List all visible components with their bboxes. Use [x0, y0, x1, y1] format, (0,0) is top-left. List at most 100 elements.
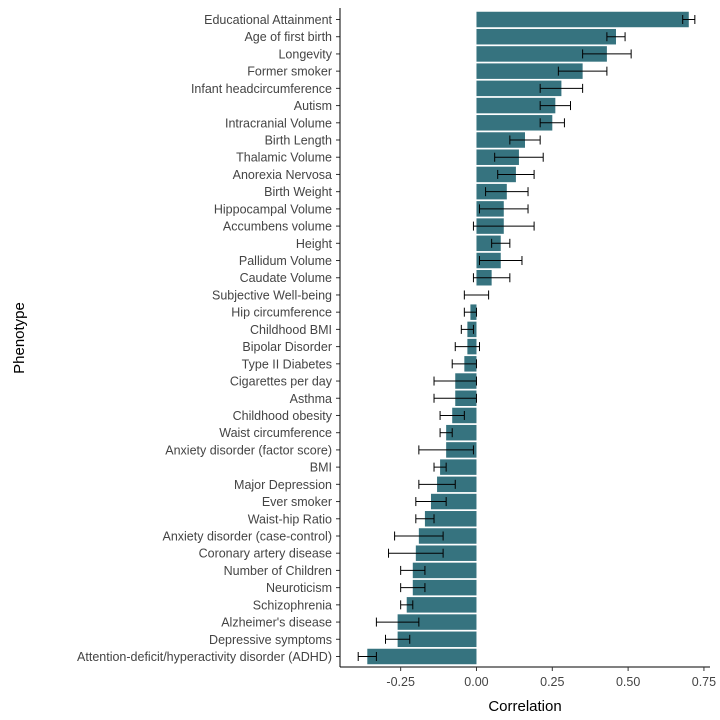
error-bar — [451, 359, 477, 369]
x-tick-label: 0.00 — [464, 675, 488, 689]
x-axis-title: Correlation — [488, 698, 561, 715]
y-tick-label: Ever smoker — [262, 495, 332, 509]
y-tick-label: Waist circumference — [219, 426, 332, 440]
axes-layer — [336, 8, 710, 671]
bar — [476, 132, 525, 148]
bar — [424, 511, 477, 527]
bar — [412, 562, 477, 579]
bar — [418, 528, 477, 544]
error-bar — [433, 393, 477, 403]
y-tick-label: Birth Weight — [264, 185, 332, 199]
bar — [397, 631, 477, 648]
y-tick-label: Anxiety disorder (case-control) — [162, 529, 332, 543]
y-axis-title: Phenotype — [11, 302, 28, 374]
x-tick-label: -0.25 — [386, 675, 415, 689]
x-tick-label: 0.50 — [616, 675, 640, 689]
y-tick-label: Type II Diabetes — [242, 357, 332, 371]
y-tick-label: Accumbens volume — [223, 220, 332, 234]
error-bar — [472, 273, 511, 283]
bar — [437, 476, 477, 493]
y-tick-label: Former smoker — [247, 65, 332, 79]
bar — [397, 614, 477, 630]
y-tick-label: BMI — [310, 461, 332, 475]
bar — [412, 579, 477, 596]
error-bar — [491, 238, 511, 248]
y-tick-label: Depressive symptoms — [209, 633, 332, 647]
error-bar — [509, 135, 541, 145]
y-tick-label: Coronary artery disease — [199, 547, 332, 561]
bar — [446, 424, 477, 441]
error-bar — [384, 634, 411, 644]
y-tick-label: Alzheimer's disease — [221, 616, 332, 630]
y-tick-label: Childhood obesity — [233, 409, 333, 423]
bars-layer — [367, 11, 689, 665]
error-bar — [494, 152, 544, 162]
error-bar — [682, 15, 696, 24]
error-bar — [400, 565, 426, 575]
labels-layer: Educational Attainment Age of first birth… — [77, 13, 716, 689]
y-tick-label: Autism — [294, 99, 332, 113]
error-bar — [433, 462, 447, 472]
error-bar — [400, 600, 414, 610]
bar — [476, 166, 516, 183]
error-bar — [433, 376, 477, 386]
y-tick-label: Hippocampal Volume — [214, 202, 332, 216]
bar — [367, 648, 477, 665]
error-bar — [582, 49, 632, 59]
error-bar — [539, 83, 584, 93]
y-tick-label: Attention-deficit/hyperactivity disorder… — [77, 650, 332, 664]
error-bars-layer — [357, 15, 696, 661]
bar — [476, 63, 583, 79]
y-tick-label: Caudate Volume — [240, 271, 332, 285]
error-bar — [357, 652, 377, 661]
error-bar — [539, 101, 571, 111]
bar — [476, 11, 689, 28]
bar — [406, 597, 477, 613]
error-bar — [479, 204, 529, 214]
bar — [415, 545, 477, 561]
y-tick-label: Educational Attainment — [204, 13, 332, 27]
error-bar — [415, 497, 447, 507]
x-tick-label: 0.25 — [540, 675, 564, 689]
y-tick-label: Schizophrenia — [253, 598, 332, 612]
error-bar — [394, 531, 444, 541]
error-bar — [557, 66, 608, 76]
y-tick-label: Anorexia Nervosa — [233, 168, 332, 182]
y-tick-label: Subjective Well-being — [212, 288, 332, 302]
error-bar — [439, 410, 465, 420]
error-bar — [415, 514, 435, 524]
error-bar — [463, 290, 490, 300]
error-bar — [418, 479, 456, 489]
y-tick-label: Neuroticism — [266, 581, 332, 595]
y-tick-label: Number of Children — [224, 564, 332, 578]
y-tick-label: Birth Length — [265, 134, 332, 148]
error-bar — [463, 307, 477, 317]
error-bar — [400, 583, 426, 593]
error-bar — [472, 221, 535, 231]
y-tick-label: Anxiety disorder (factor score) — [165, 443, 332, 457]
x-tick-label: 0.75 — [692, 675, 716, 689]
y-tick-label: Age of first birth — [244, 30, 332, 44]
error-bar — [606, 32, 626, 42]
y-tick-label: Thalamic Volume — [236, 151, 332, 165]
y-tick-label: Infant headcircumference — [191, 82, 332, 96]
bar — [430, 493, 477, 510]
bar — [440, 459, 477, 475]
bar — [476, 28, 616, 45]
y-tick-label: Height — [296, 237, 333, 251]
y-tick-label: Intracranial Volume — [225, 116, 332, 130]
bar — [476, 97, 556, 114]
error-bar — [497, 169, 535, 179]
y-tick-label: Hip circumference — [231, 306, 332, 320]
error-bar — [439, 428, 453, 438]
y-tick-label: Major Depression — [234, 478, 332, 492]
error-bar — [454, 342, 481, 352]
bar — [476, 115, 553, 131]
error-bar — [418, 445, 474, 455]
error-bar — [460, 324, 474, 334]
error-bar — [375, 617, 420, 627]
error-bar — [485, 187, 529, 197]
y-tick-label: Longevity — [278, 47, 332, 61]
y-tick-label: Pallidum Volume — [239, 254, 332, 268]
